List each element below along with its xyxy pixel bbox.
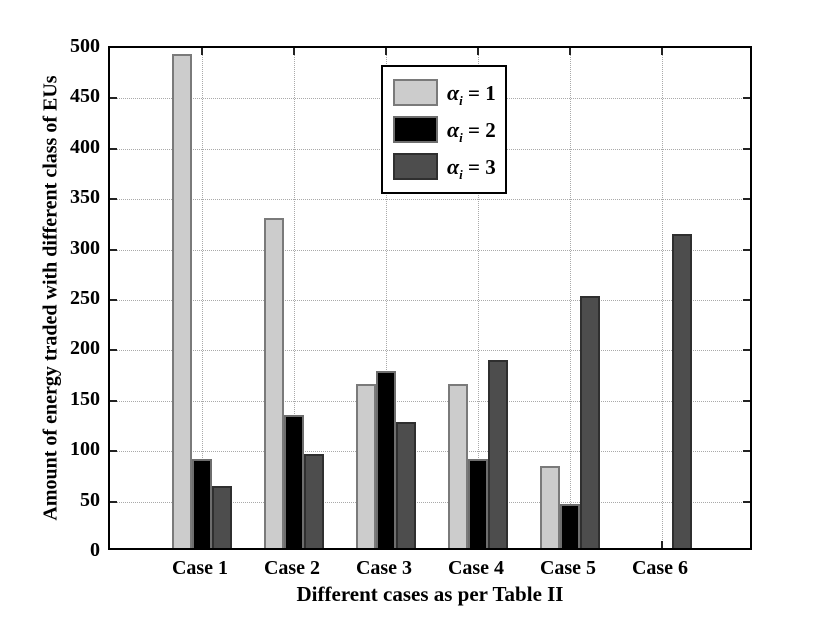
y-axis-tick bbox=[110, 147, 117, 150]
gridline-vertical bbox=[386, 48, 387, 548]
bar-case1-series2 bbox=[192, 459, 212, 548]
y-axis-tick bbox=[110, 500, 117, 503]
x-tick-label-case2: Case 2 bbox=[263, 557, 321, 579]
legend-label: αi = 1 bbox=[447, 79, 496, 107]
legend-label: αi = 3 bbox=[447, 153, 496, 181]
bar-case3-series3 bbox=[395, 422, 416, 548]
y-tick-label: 500 bbox=[70, 35, 100, 57]
gridline-vertical bbox=[570, 48, 571, 548]
y-axis-tick bbox=[743, 450, 750, 453]
legend-swatch-icon bbox=[393, 153, 438, 180]
bar-case4-series3 bbox=[487, 359, 508, 548]
y-tick-label: 400 bbox=[70, 135, 100, 158]
gridline-vertical bbox=[294, 48, 295, 548]
bar-case1-series3 bbox=[211, 485, 232, 548]
y-tick-label: 150 bbox=[70, 387, 100, 410]
y-axis-tick bbox=[110, 198, 117, 201]
legend-value: = 2 bbox=[462, 117, 496, 142]
legend-swatch-icon bbox=[393, 79, 438, 106]
alpha-symbol: α bbox=[447, 153, 460, 179]
x-axis-tick bbox=[569, 48, 571, 55]
y-tick-label: 0 bbox=[90, 539, 100, 561]
x-axis-tick bbox=[661, 48, 663, 55]
y-tick-label: 50 bbox=[80, 488, 100, 511]
legend-label: αi = 2 bbox=[447, 116, 496, 144]
gridline-vertical bbox=[202, 48, 203, 548]
y-tick-label: 200 bbox=[70, 337, 100, 360]
y-axis-tick bbox=[110, 349, 117, 352]
legend-item-3: αi = 3 bbox=[393, 153, 505, 181]
alpha-subscript: i bbox=[459, 166, 463, 182]
bar-case6-series3 bbox=[671, 233, 692, 548]
alpha-symbol: α bbox=[447, 116, 460, 142]
y-axis-tick bbox=[110, 97, 117, 100]
y-axis-tick bbox=[743, 147, 750, 150]
bar-case3-series2 bbox=[376, 370, 396, 548]
x-axis-tick bbox=[201, 48, 203, 55]
gridline-vertical bbox=[662, 48, 663, 548]
bar-case4-series2 bbox=[468, 459, 488, 548]
legend-swatch-icon bbox=[393, 116, 438, 143]
y-tick-label: 450 bbox=[70, 85, 100, 108]
y-axis-tick bbox=[743, 349, 750, 352]
bar-case2-series3 bbox=[303, 454, 324, 548]
x-tick-label-case6: Case 6 bbox=[631, 557, 689, 579]
bar-case5-series3 bbox=[579, 296, 600, 548]
legend-item-2: αi = 2 bbox=[393, 116, 505, 144]
y-axis-tick bbox=[110, 450, 117, 453]
legend: αi = 1 αi = 2 αi = 3 bbox=[381, 65, 507, 194]
alpha-symbol: α bbox=[447, 79, 460, 105]
x-tick-label-case3: Case 3 bbox=[355, 557, 413, 579]
bar-case3-series1 bbox=[356, 383, 377, 548]
y-axis-tick bbox=[743, 299, 750, 301]
x-axis-tick bbox=[661, 541, 663, 548]
y-tick-label: 100 bbox=[70, 438, 100, 461]
x-tick-label-case1: Case 1 bbox=[171, 557, 229, 579]
gridline-horizontal bbox=[110, 400, 750, 402]
bar-case2-series2 bbox=[284, 414, 304, 548]
gridline-horizontal bbox=[110, 249, 750, 251]
legend-value: = 3 bbox=[462, 154, 496, 179]
y-axis-tick bbox=[743, 198, 750, 201]
y-tick-label: 250 bbox=[70, 287, 100, 309]
gridline-horizontal bbox=[110, 350, 750, 352]
bar-case5-series2 bbox=[560, 503, 580, 548]
bar-case4-series1 bbox=[448, 383, 469, 548]
gridline-horizontal bbox=[110, 451, 750, 453]
bar-case5-series1 bbox=[540, 466, 561, 548]
gridline-horizontal bbox=[110, 300, 750, 301]
x-axis-tick bbox=[477, 48, 479, 55]
y-axis-tick bbox=[110, 248, 117, 251]
x-tick-label-case4: Case 4 bbox=[447, 557, 505, 579]
y-axis-tick bbox=[110, 299, 117, 301]
alpha-subscript: i bbox=[459, 92, 463, 108]
x-axis-tick bbox=[385, 48, 387, 55]
x-axis-tick bbox=[293, 48, 295, 55]
gridline-vertical bbox=[478, 48, 479, 548]
x-axis-label: Different cases as per Table II bbox=[296, 582, 564, 606]
y-tick-label: 350 bbox=[70, 186, 100, 209]
y-tick-label: 300 bbox=[70, 236, 100, 259]
y-axis-tick bbox=[743, 248, 750, 251]
y-axis-tick bbox=[110, 399, 117, 402]
gridline-horizontal bbox=[110, 199, 750, 201]
gridline-horizontal bbox=[110, 501, 750, 503]
legend-item-1: αi = 1 bbox=[393, 79, 505, 107]
bar-case1-series1 bbox=[172, 54, 193, 548]
legend-value: = 1 bbox=[462, 80, 496, 105]
x-tick-label-case5: Case 5 bbox=[539, 557, 597, 579]
y-axis-tick bbox=[743, 399, 750, 402]
y-axis-tick bbox=[743, 500, 750, 503]
y-axis-tick bbox=[743, 97, 750, 100]
bar-case2-series1 bbox=[264, 218, 285, 548]
alpha-subscript: i bbox=[459, 129, 463, 145]
